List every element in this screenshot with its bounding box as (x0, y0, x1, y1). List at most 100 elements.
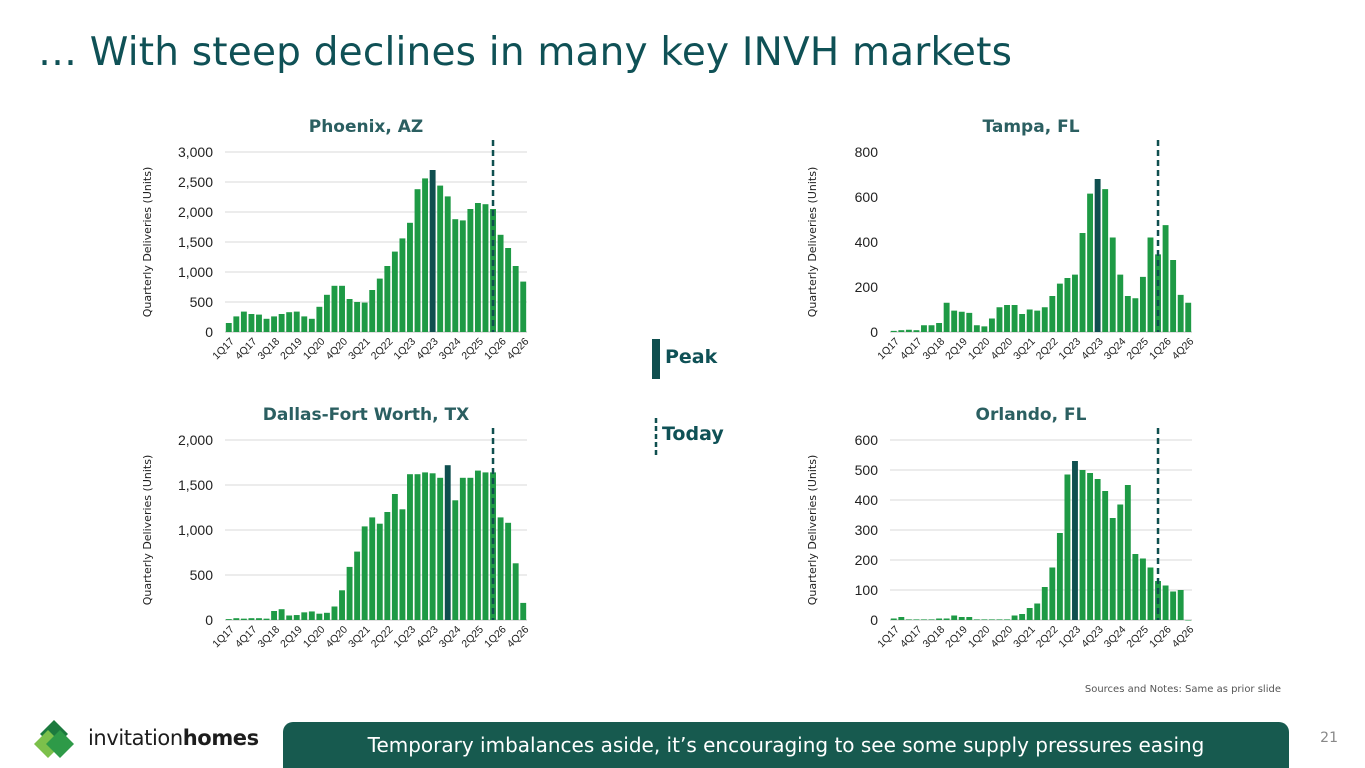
bar (1034, 310, 1041, 332)
bar (1087, 193, 1094, 332)
y-tick-label: 300 (855, 522, 879, 538)
bar (376, 278, 383, 332)
bar (459, 477, 466, 620)
x-tick-label: 4Q20 (988, 624, 1015, 651)
bar (1117, 504, 1124, 620)
x-tick-label: 1Q23 (1056, 624, 1083, 651)
x-tick-label: 2Q25 (459, 624, 486, 651)
orlando-chart: Orlando, FL Quarterly Deliveries (Units) 0… (790, 398, 1210, 668)
bar (1049, 296, 1056, 332)
bar (490, 472, 496, 620)
y-axis-label: Quarterly Deliveries (Units) (141, 167, 154, 317)
bar (928, 325, 935, 332)
x-tick-label: 3Q18 (921, 336, 948, 363)
bar (973, 619, 980, 620)
chart-title: Phoenix, AZ (309, 117, 424, 137)
bar (399, 238, 406, 332)
bar (459, 220, 466, 332)
y-tick-label: 1,500 (178, 234, 213, 250)
bar (921, 325, 927, 332)
bar (981, 326, 988, 332)
bar (905, 619, 912, 620)
x-tick-label: 1Q17 (875, 336, 902, 363)
brand-part1: invitation (88, 726, 183, 750)
bar (286, 312, 293, 332)
bar (921, 619, 927, 620)
bar (301, 316, 308, 332)
x-tick-label: 1Q26 (1147, 624, 1174, 651)
y-tick-label: 0 (205, 612, 213, 628)
bar (1147, 567, 1154, 620)
bar (1102, 491, 1109, 620)
y-tick-label: 400 (855, 492, 879, 508)
chart-title: Orlando, FL (976, 405, 1087, 425)
bar (936, 323, 943, 332)
x-tick-label: 1Q23 (391, 336, 418, 363)
bar (996, 307, 1003, 332)
x-tick-label: 2Q22 (369, 336, 396, 363)
bar (437, 477, 444, 620)
bar (452, 500, 459, 620)
x-tick-label: 4Q20 (988, 336, 1015, 363)
bar (248, 618, 255, 620)
x-tick-label: 3Q21 (1011, 336, 1038, 363)
bar (520, 281, 527, 332)
y-tick-label: 800 (855, 144, 879, 160)
x-tick-label: 1Q20 (966, 624, 993, 651)
bar (996, 619, 1003, 620)
x-tick-label: 2Q22 (369, 624, 396, 651)
bar (1079, 233, 1086, 332)
bar (988, 619, 995, 620)
today-swatch (654, 418, 658, 456)
bar (1094, 479, 1101, 620)
x-tick-label: 4Q23 (1079, 624, 1106, 651)
y-tick-label: 1,500 (178, 477, 213, 493)
takeaway-banner: Temporary imbalances aside, it’s encoura… (283, 722, 1289, 768)
brand-name: invitationhomes (88, 726, 259, 750)
chart-svg: Dallas-Fort Worth, TX Quarterly Deliverie… (141, 405, 532, 651)
x-tick-label: 4Q26 (505, 624, 532, 651)
bar (256, 618, 262, 620)
bar (467, 477, 474, 620)
bar (346, 566, 353, 620)
bar (1102, 189, 1109, 332)
bar (1170, 260, 1177, 332)
x-tick-label: 3Q18 (256, 624, 283, 651)
bar (1177, 590, 1184, 620)
x-tick-label: 3Q24 (437, 624, 464, 651)
chart-svg: Phoenix, AZ Quarterly Deliveries (Units) 0… (141, 117, 531, 363)
peak-bar (429, 170, 436, 332)
peak-bar (1094, 179, 1101, 332)
chart-title: Tampa, FL (982, 117, 1079, 137)
bar (1004, 305, 1010, 332)
peak-swatch (652, 339, 660, 379)
x-tick-label: 1Q17 (875, 624, 902, 651)
chart-svg: Orlando, FL Quarterly Deliveries (Units) 0… (806, 405, 1196, 651)
bar (1124, 485, 1131, 620)
bar (278, 609, 285, 620)
bar (293, 615, 300, 620)
y-tick-label: 0 (205, 324, 213, 340)
y-tick-label: 200 (855, 279, 879, 295)
bar (482, 204, 489, 332)
x-tick-label: 4Q20 (323, 624, 350, 651)
bar (1162, 225, 1169, 332)
bar (1064, 474, 1071, 620)
x-tick-label: 2Q22 (1034, 336, 1061, 363)
bar (1011, 305, 1018, 332)
chart-title: Dallas-Fort Worth, TX (263, 405, 469, 425)
bar (323, 294, 330, 332)
bar (308, 318, 315, 332)
bar (225, 323, 232, 332)
bar (1041, 307, 1048, 332)
bar (346, 299, 353, 332)
dallas-chart: Dallas-Fort Worth, TX Quarterly Deliverie… (125, 398, 545, 668)
x-tick-label: 3Q21 (346, 624, 373, 651)
bar (928, 619, 935, 620)
x-tick-label: 2Q22 (1034, 624, 1061, 651)
bar (981, 619, 988, 620)
x-tick-label: 4Q17 (233, 624, 260, 651)
bar (1177, 294, 1184, 332)
bar (444, 196, 451, 332)
bar (474, 203, 481, 332)
